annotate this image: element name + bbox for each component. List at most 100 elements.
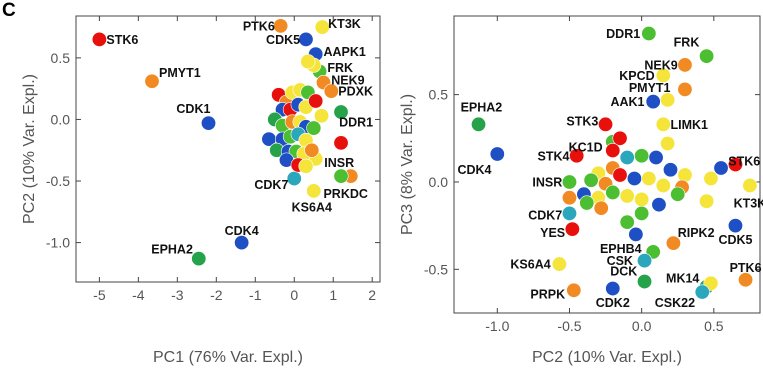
point-label: CDK4 xyxy=(457,163,491,177)
point-label: CSK xyxy=(607,254,633,268)
y-tick-label: -0.5 xyxy=(46,173,70,189)
point-label: CDK5 xyxy=(266,33,300,47)
point-label: LIMK1 xyxy=(671,118,709,132)
scatter-point xyxy=(637,274,653,290)
scatter-point xyxy=(583,172,599,188)
point-label: NEK9 xyxy=(331,74,364,88)
scatter-point xyxy=(605,281,621,297)
scatter-panel-1: -5 -4 -3 -2 -1 0 1 2 -1.0 -0.5 0.0 0.5 PC1 (76% Var.… xyxy=(21,15,381,366)
scatter-point xyxy=(201,115,217,131)
point-label: MK14 xyxy=(666,272,699,286)
scatter-point xyxy=(298,158,314,174)
scatter-point xyxy=(91,31,107,47)
scatter-point xyxy=(713,160,729,176)
point-label: CDK5 xyxy=(718,233,752,247)
point-label: PTK6 xyxy=(730,261,762,275)
scatter-point xyxy=(306,183,322,199)
point-label: PRKDC xyxy=(323,187,367,201)
scatter-point xyxy=(660,136,676,152)
scatter-point xyxy=(300,54,316,70)
x-tick-label: -2 xyxy=(210,287,223,303)
point-label: AAK1 xyxy=(610,95,644,109)
x-tick-label: 2 xyxy=(368,287,376,303)
scatter-point xyxy=(471,116,487,132)
y-axis-title: PC3 (8% Var. Expl.) xyxy=(399,94,416,235)
point-label: DCK xyxy=(610,265,637,279)
x-tick-label: -0.5 xyxy=(557,318,581,334)
scatter-point xyxy=(489,146,505,162)
x-tick-label: -5 xyxy=(93,287,106,303)
point-label: KPCD xyxy=(619,69,654,83)
scatter-point xyxy=(655,67,671,83)
x-axis-title: PC1 (76% Var. Expl.) xyxy=(153,349,303,366)
point-label: PRPK xyxy=(530,287,565,301)
y-axis-title: PC2 (10% Var. Expl.) xyxy=(21,74,38,224)
scatter-point xyxy=(605,184,621,200)
scatter-point xyxy=(298,31,314,47)
scatter-point xyxy=(612,130,628,146)
scatter-point xyxy=(304,142,320,158)
x-tick-label: -1.0 xyxy=(485,318,509,334)
point-label: CDK7 xyxy=(528,209,562,223)
scatter-point xyxy=(561,205,577,221)
scatter-point xyxy=(699,193,715,209)
scatter-point xyxy=(694,284,710,300)
point-label: RIPK2 xyxy=(678,226,715,240)
scatter-point xyxy=(634,148,650,164)
scatter-point xyxy=(191,251,207,267)
scatter-point xyxy=(628,226,644,242)
scatter-point xyxy=(314,108,330,124)
x-tick-label: 0.5 xyxy=(704,318,724,334)
x-tick-label: 0.0 xyxy=(632,318,652,334)
x-tick-label: 0 xyxy=(290,287,298,303)
point-label: CDK4 xyxy=(225,224,259,238)
scatter-point xyxy=(598,116,614,132)
point-label: KC1D xyxy=(569,141,603,155)
scatter-point xyxy=(626,170,642,186)
scatter-point xyxy=(314,19,330,35)
scatter-point xyxy=(651,197,667,213)
scatter-point xyxy=(323,83,339,99)
scatter-point xyxy=(273,18,289,34)
point-label: AAPK1 xyxy=(323,45,365,59)
scatter-point xyxy=(663,162,679,178)
scatter-point xyxy=(605,143,621,159)
scatter-point xyxy=(641,170,657,186)
point-label: YES xyxy=(540,226,565,240)
point-label: STK6 xyxy=(728,155,760,169)
scatter-point xyxy=(660,92,676,108)
y-tick-label: 0.0 xyxy=(429,174,449,190)
plot-frame xyxy=(75,15,381,283)
y-tick-label: 0.0 xyxy=(51,111,71,127)
scatter-point xyxy=(308,93,324,109)
scatter-point xyxy=(619,150,635,166)
point-label: KT3K xyxy=(328,17,361,31)
scatter-point xyxy=(561,190,577,206)
scatter-point xyxy=(333,168,349,184)
scatter-panel-2: -1.0 -0.5 0.0 0.5 -0.5 0.0 0.5 PC2 (10% Var. Ex… xyxy=(399,15,763,366)
point-label: STK4 xyxy=(538,149,570,163)
scatter-point xyxy=(727,157,743,173)
point-label: DDR1 xyxy=(606,27,640,41)
point-label: CDK1 xyxy=(176,102,210,116)
point-label: KS6A4 xyxy=(292,200,332,214)
point-label: EPHA2 xyxy=(461,100,503,114)
point-label: FRK xyxy=(674,36,700,50)
scatter-point xyxy=(742,177,758,193)
x-tick-label: -1 xyxy=(249,287,262,303)
point-label: EPHB4 xyxy=(600,242,642,256)
point-label: INSR xyxy=(532,175,562,189)
y-tick-label: 0.5 xyxy=(429,87,449,103)
x-tick-label: -3 xyxy=(171,287,184,303)
scatter-point xyxy=(677,57,693,73)
scatter-point xyxy=(333,104,349,120)
scatter-point xyxy=(699,48,715,64)
point-label: KT3K xyxy=(734,196,763,210)
scatter-point xyxy=(619,188,635,204)
scatter-point xyxy=(738,272,754,288)
panel-letter: C xyxy=(2,0,16,21)
scatter-point xyxy=(645,94,661,110)
scatter-point xyxy=(234,235,250,251)
scatter-point xyxy=(677,81,693,97)
